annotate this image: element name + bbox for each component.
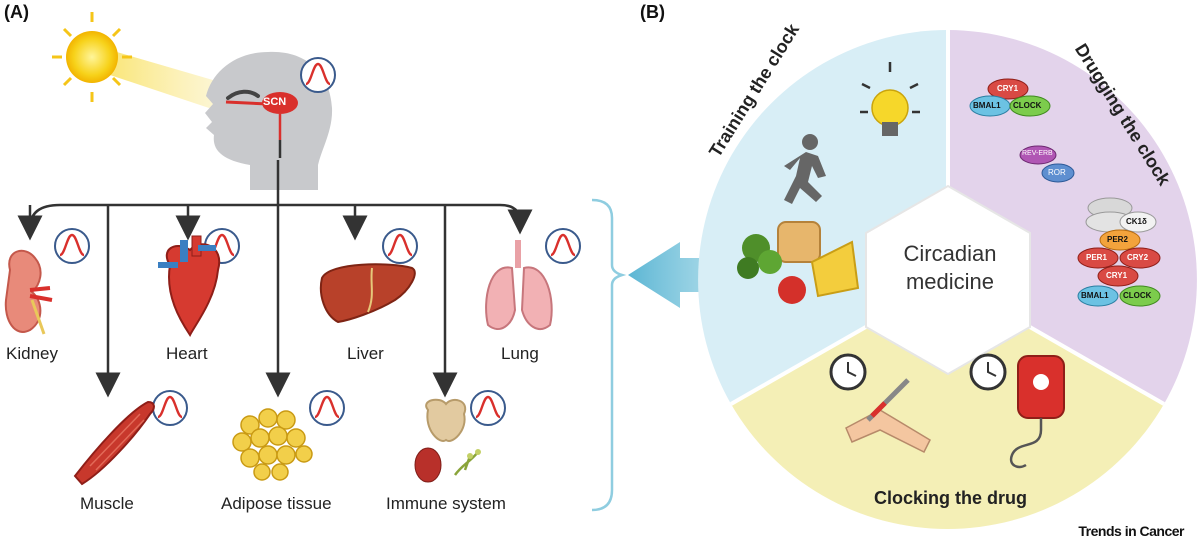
protein-bmal1-top: BMAL1 — [973, 101, 1001, 110]
immune-system-icon — [414, 398, 481, 483]
adipose-label: Adipose tissue — [221, 494, 332, 513]
head-silhouette — [205, 51, 333, 190]
muscle-label: Muscle — [80, 494, 134, 513]
protein-per1: PER1 — [1086, 253, 1107, 262]
iv-bag-icon — [1009, 355, 1065, 469]
adipose-icon — [232, 408, 313, 481]
immune-rhythm-icon — [469, 389, 507, 427]
protein-reverb: REV-ERB — [1022, 150, 1053, 157]
runner-icon — [784, 134, 826, 204]
lung-rhythm-icon — [544, 227, 582, 265]
protein-cry1-core: CRY1 — [1106, 271, 1128, 280]
journal-credit: Trends in Cancer — [1078, 523, 1184, 539]
panel-a-bracket — [591, 198, 627, 512]
heart-label: Heart — [166, 344, 208, 363]
panel-a-label: (A) — [4, 2, 29, 22]
lung-label: Lung — [501, 344, 539, 363]
liver-rhythm-icon — [381, 227, 419, 265]
lightbulb-icon — [860, 62, 920, 136]
protein-ck1d: CK1δ — [1126, 217, 1147, 226]
injection-icon — [845, 378, 931, 454]
sun-icon — [52, 12, 230, 115]
food-icon — [737, 221, 860, 304]
cry1-bmal1-clock-complex — [969, 78, 1051, 117]
lung-icon — [485, 240, 553, 330]
clock-icon-left — [829, 353, 867, 391]
protein-bmal1-core: BMAL1 — [1081, 291, 1109, 300]
kidney-label: Kidney — [6, 344, 58, 363]
immune-label: Immune system — [386, 494, 506, 513]
kidney-icon — [4, 249, 53, 335]
protein-cry1-top: CRY1 — [997, 84, 1019, 93]
liver-label: Liver — [347, 344, 384, 363]
liver-icon — [319, 263, 416, 324]
protein-clock-core: CLOCK — [1123, 291, 1152, 300]
protein-per2: PER2 — [1107, 235, 1128, 244]
center-line-1: Circadian — [903, 241, 997, 266]
center-line-2: medicine — [905, 269, 995, 294]
output-arrows — [17, 160, 533, 398]
protein-cry2: CRY2 — [1127, 253, 1149, 262]
muscle-rhythm-icon — [151, 389, 189, 427]
muscle-icon — [73, 400, 155, 486]
clock-icon-right — [969, 353, 1007, 391]
circadian-wheel — [698, 30, 1197, 529]
scn-rhythm-icon — [299, 56, 337, 94]
scn-label: SCN — [263, 96, 287, 108]
adipose-rhythm-icon — [308, 389, 346, 427]
kidney-rhythm-icon — [53, 227, 91, 265]
core-clock-complex — [1077, 197, 1161, 307]
protein-ror: ROR — [1048, 168, 1066, 177]
protein-clock-top: CLOCK — [1013, 101, 1042, 110]
sector-clocking-label: Clocking the drug — [874, 488, 1027, 508]
heart-icon — [158, 235, 221, 337]
reverb-ror-complex — [1019, 145, 1075, 183]
panel-b-label: (B) — [640, 2, 665, 22]
center-label: Circadian medicine — [860, 240, 1040, 296]
